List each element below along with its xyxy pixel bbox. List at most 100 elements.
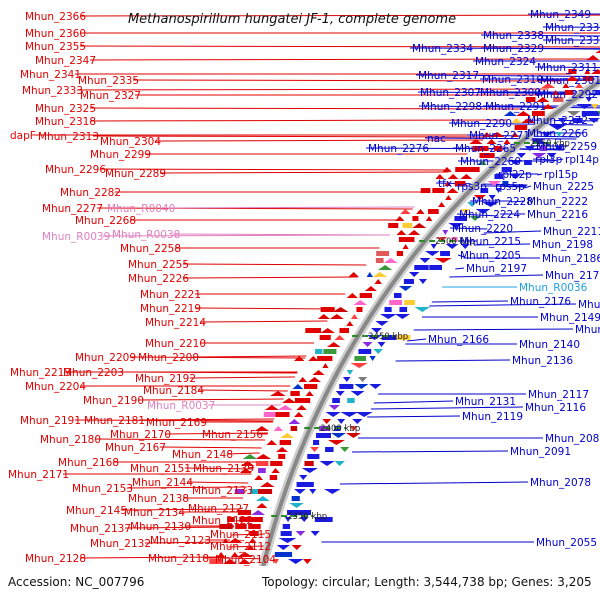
right-gene-label[interactable]: Mhun_2276	[368, 143, 429, 155]
right-gene-label[interactable]: Mhun_2157	[578, 299, 600, 311]
left-gene-label[interactable]: Mhun_2128	[25, 553, 86, 565]
right-gene-label[interactable]: Mhun_2292	[537, 89, 598, 101]
left-gene-label[interactable]: Mhun_2115	[210, 529, 271, 541]
left-gene-label[interactable]: Mhun_2132	[90, 538, 151, 550]
left-gene-label[interactable]: Mhun_2134	[124, 507, 185, 519]
right-gene-label[interactable]: Mhun_2265	[455, 143, 516, 155]
left-gene-label[interactable]: Mhun_2181	[84, 415, 145, 427]
left-gene-label[interactable]: Mhun_2210	[145, 338, 206, 350]
right-gene-label[interactable]: Mhun_2220	[452, 223, 513, 235]
left-gene-label[interactable]: Mhun_2167	[105, 442, 166, 454]
right-gene-label[interactable]: Mhun_2259	[536, 141, 597, 153]
left-gene-label[interactable]: Mhun_2366	[25, 11, 86, 23]
left-gene-label[interactable]: Mhun_2360	[25, 28, 86, 40]
left-gene-label[interactable]: Mhun_2130	[130, 521, 191, 533]
left-gene-label[interactable]: Mhun_2325	[35, 103, 96, 115]
right-gene-label[interactable]: Mhun_2349	[530, 9, 591, 21]
left-gene-label[interactable]: Mhun_2171	[8, 469, 69, 481]
right-gene-label[interactable]: Mhun_2078	[530, 477, 591, 489]
left-gene-label[interactable]: Mhun_2209	[75, 352, 136, 364]
left-gene-label[interactable]: Mhun_2289	[105, 168, 166, 180]
right-gene-label[interactable]: Mhun_2324	[475, 56, 536, 68]
right-gene-label[interactable]: Mhun_2205	[460, 250, 521, 262]
right-gene-label[interactable]: Mhun_2140	[519, 339, 580, 351]
right-gene-label[interactable]: Mhun_2117	[528, 389, 589, 401]
left-gene-label[interactable]: Mhun_2219	[140, 303, 201, 315]
left-gene-label[interactable]: Mhun_2191	[20, 415, 81, 427]
right-gene-label[interactable]: Mhun_2272	[527, 115, 588, 127]
left-gene-label[interactable]: Mhun_2180	[40, 434, 101, 446]
left-gene-label[interactable]: Mhun_2168	[58, 457, 119, 469]
right-gene-label[interactable]: Mhun_2310	[482, 74, 543, 86]
left-gene-label[interactable]: Mhun_2327	[80, 90, 141, 102]
right-gene-label[interactable]: Mhun_2215	[460, 236, 521, 248]
right-gene-label[interactable]: Mhun_2330	[545, 35, 600, 47]
left-gene-label[interactable]: Mhun_2123	[150, 535, 211, 547]
left-gene-label[interactable]: Mhun_2255	[128, 259, 189, 271]
right-gene-label[interactable]: Mhun_2339	[545, 22, 600, 34]
right-gene-label[interactable]: Mhun_2176	[510, 296, 571, 308]
right-gene-label[interactable]: Mhun_R0036	[519, 282, 588, 294]
left-gene-label[interactable]: Mhun_R0039	[42, 231, 110, 243]
left-gene-label[interactable]: Mhun_R0037	[147, 400, 215, 412]
left-gene-label[interactable]: Mhun_2355	[25, 41, 86, 53]
right-gene-label[interactable]: rpl3p	[535, 154, 563, 166]
left-gene-label[interactable]: Mhun_2144	[132, 477, 193, 489]
right-gene-label[interactable]: nac	[427, 133, 446, 145]
right-gene-label[interactable]: Mhun_2119	[462, 411, 523, 423]
left-gene-label[interactable]: Mhun_2122	[192, 515, 253, 527]
left-gene-label[interactable]: Mhun_2151	[130, 463, 191, 475]
right-gene-label[interactable]: Mhun_2166	[428, 334, 489, 346]
right-gene-label[interactable]: Mhun_2177	[545, 270, 600, 282]
left-gene-label[interactable]: Mhun_2192	[135, 373, 196, 385]
right-gene-label[interactable]: rps3p	[457, 181, 487, 193]
left-gene-label[interactable]: Mhun_2153	[72, 483, 133, 495]
right-gene-label[interactable]: Mhun_2198	[532, 239, 593, 251]
right-gene-label[interactable]: Mhun_2225	[533, 181, 594, 193]
right-gene-label[interactable]: Mhun_2086	[545, 433, 600, 445]
left-gene-label[interactable]: Mhun_2156	[202, 429, 263, 441]
right-gene-label[interactable]: Mhun_2301	[540, 75, 600, 87]
right-gene-label[interactable]: rpl14p	[565, 154, 599, 166]
left-gene-label[interactable]: Mhun_2318	[35, 116, 96, 128]
left-gene-label[interactable]: Mhun_2268	[75, 215, 136, 227]
right-gene-label[interactable]: Mhun_2329	[483, 43, 544, 55]
right-gene-label[interactable]: Mhun_2271	[469, 130, 530, 142]
left-gene-label[interactable]: Mhun_2145	[66, 505, 127, 517]
left-gene-label[interactable]: Mhun_2333	[22, 85, 83, 97]
right-gene-label[interactable]: Mhun_2197	[466, 263, 527, 275]
right-gene-label[interactable]: Mhun_2311	[537, 62, 598, 74]
left-gene-label[interactable]: Mhun_2190	[83, 395, 144, 407]
right-gene-label[interactable]: rps5p	[495, 181, 525, 193]
right-gene-label[interactable]: Mhun_2260	[460, 156, 521, 168]
left-gene-label[interactable]: Mhun_2204	[25, 381, 86, 393]
right-gene-label[interactable]: Mhun_2334	[412, 43, 473, 55]
left-gene-label[interactable]: Mhun_R0040	[107, 203, 175, 215]
right-gene-label[interactable]: Mhun_2307	[420, 87, 481, 99]
right-gene-label[interactable]: Mhun_2149	[540, 312, 600, 324]
right-gene-label[interactable]: Mhun_2091	[510, 446, 571, 458]
left-gene-label[interactable]: Mhun_2184	[143, 385, 204, 397]
right-gene-label[interactable]: Mhun_2055	[536, 537, 597, 549]
left-gene-label[interactable]: Mhun_2200	[138, 352, 199, 364]
right-gene-label[interactable]: Mhun_2290	[451, 118, 512, 130]
right-gene-label[interactable]: Mhun_2131	[455, 396, 516, 408]
left-gene-label[interactable]: Mhun_2203	[63, 367, 124, 379]
right-gene-label[interactable]: Mhun_2317	[418, 70, 479, 82]
left-gene-label[interactable]: Mhun_2299	[90, 149, 151, 161]
right-gene-label[interactable]: Mhun_2228	[472, 196, 533, 208]
right-gene-label[interactable]: Mhun_2298	[421, 101, 482, 113]
right-gene-label[interactable]: Mhun_2216	[527, 209, 588, 221]
left-gene-label[interactable]: Mhun_2221	[140, 289, 201, 301]
right-gene-label[interactable]: Mhun_2338	[483, 30, 544, 42]
left-gene-label[interactable]: Mhun_R0038	[112, 229, 180, 241]
right-gene-label[interactable]: Mhun_2224	[459, 209, 520, 221]
left-gene-label[interactable]: Mhun_2137	[70, 523, 131, 535]
right-gene-label[interactable]: rpl15p	[544, 169, 578, 181]
left-gene-label[interactable]: Mhun_2169	[146, 417, 207, 429]
right-gene-label[interactable]: Mhun_2141	[575, 324, 600, 336]
left-gene-label[interactable]: Mhun_2148	[172, 449, 233, 461]
left-gene-label[interactable]: Mhun_2214	[145, 317, 206, 329]
left-gene-label[interactable]: Mhun_2118	[148, 553, 209, 565]
right-gene-label[interactable]: Mhun_2116	[525, 402, 586, 414]
